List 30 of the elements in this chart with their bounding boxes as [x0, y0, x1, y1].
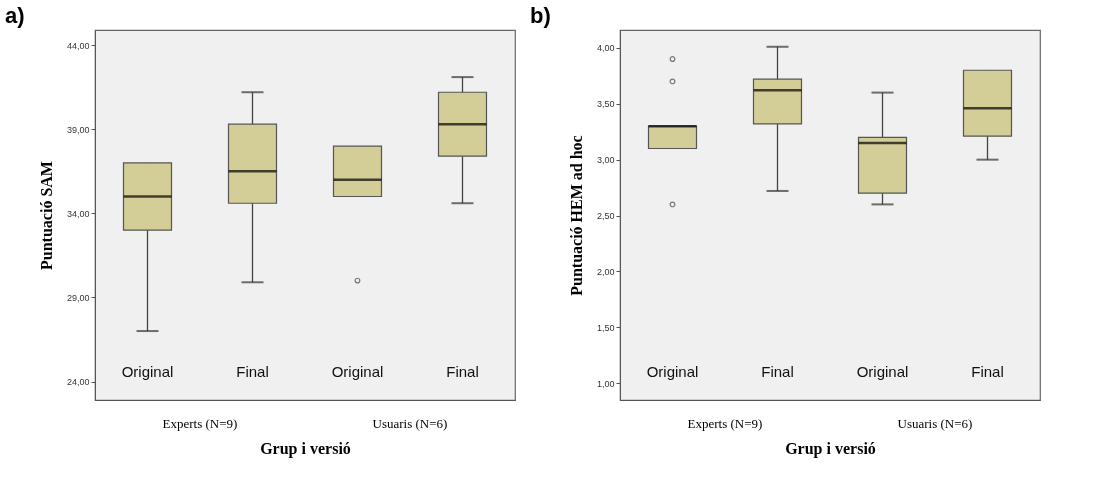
x-tick-label: Final	[236, 362, 269, 380]
x-tick-label: Final	[971, 362, 1004, 380]
x-tick-label: Original	[331, 362, 384, 380]
text: Experts (N=9)	[162, 416, 238, 431]
x-tick-label: Final	[446, 362, 479, 380]
y-tick-label: 2,00	[596, 266, 615, 277]
chart-title: a)	[5, 3, 25, 28]
y-tick-label: 44,00	[66, 40, 90, 51]
y-tick-label: 3,00	[596, 155, 615, 166]
y-axis-title: Puntuació HEM ad hoc	[567, 135, 585, 296]
y-axis-title: Puntuació SAM	[37, 161, 55, 270]
y-tick-label: 29,00	[66, 292, 90, 303]
y-tick-label: 39,00	[66, 124, 90, 135]
y-tick-label: 1,50	[596, 322, 615, 333]
text: Usuaris (N=6)	[372, 416, 448, 431]
y-tick-label: 2,50	[596, 211, 615, 222]
x-tick-label: Original	[121, 362, 174, 380]
text: Experts (N=9)	[687, 416, 763, 431]
x-tick-label: Original	[856, 362, 909, 380]
x-tick-label: Final	[761, 362, 794, 380]
y-tick-label: 34,00	[66, 208, 90, 219]
y-tick-label: 3,50	[596, 99, 615, 110]
chart-title: b)	[530, 3, 551, 28]
y-tick-label: 24,00	[66, 377, 90, 387]
x-axis-title: Grup i versió	[785, 439, 876, 458]
y-tick-label: 4,00	[596, 43, 615, 54]
y-tick-label: 1,00	[596, 378, 615, 389]
x-tick-label: Original	[646, 362, 699, 380]
text: Usuaris (N=6)	[897, 416, 973, 431]
x-axis-title: Grup i versió	[260, 439, 351, 458]
